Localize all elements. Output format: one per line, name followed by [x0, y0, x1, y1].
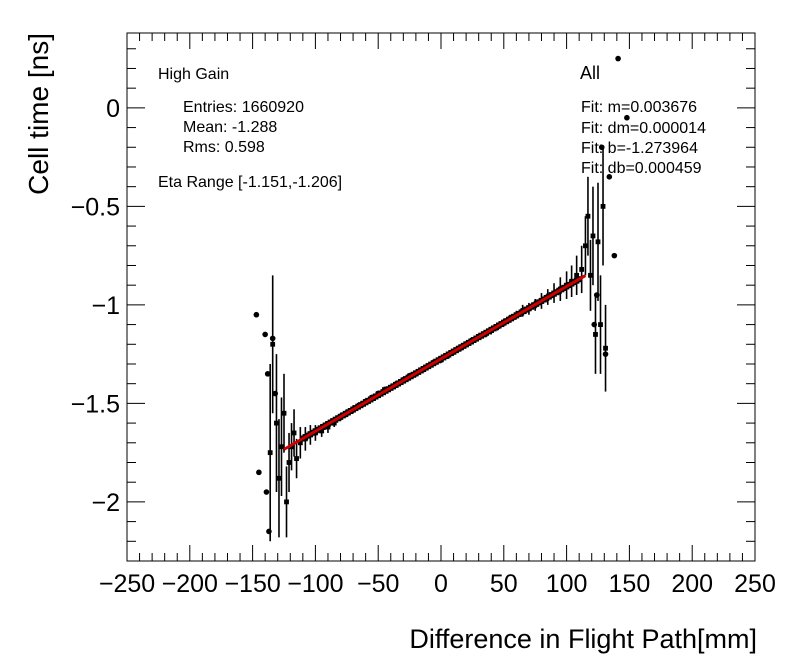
fit-b-label: Fit: b=-1.273964 [581, 140, 698, 157]
data-point [595, 239, 601, 245]
x-tick-label: 250 [734, 570, 776, 598]
data-point [297, 440, 303, 446]
data-point [598, 322, 603, 327]
minor-ticks [126, 33, 756, 562]
x-tick-label: −50 [357, 570, 399, 598]
data-point [281, 410, 287, 416]
outlier-point [262, 331, 268, 338]
data-point [279, 444, 284, 450]
data-point [579, 267, 585, 272]
outlier-point [611, 252, 618, 259]
data-points [253, 55, 630, 535]
y-tick-label: −1.5 [71, 390, 120, 418]
x-axis-title: Difference in Flight Path[mm] [409, 624, 757, 654]
fit-db-label: Fit: db=0.000459 [581, 160, 702, 177]
data-point [286, 460, 292, 465]
data-point [588, 272, 593, 278]
y-tick-label: −2 [91, 489, 120, 517]
mean-label: Mean: -1.288 [183, 119, 277, 136]
data-point [593, 332, 598, 337]
data-point [590, 233, 596, 239]
y-axis-title: Cell time [ns] [23, 33, 54, 195]
eta-range-label: Eta Range [-1.151,-1.206] [158, 174, 342, 191]
data-point [603, 345, 608, 351]
fit-dm-label: Fit: dm=0.000014 [581, 120, 706, 137]
y-tick-label: 0 [106, 95, 120, 123]
data-point [294, 456, 299, 461]
y-tick-label: −0.5 [71, 193, 120, 221]
y-tick-label: −1 [91, 292, 120, 320]
data-point [574, 272, 580, 278]
x-tick-label: −200 [162, 570, 218, 598]
category-label: All [580, 63, 600, 83]
data-point [585, 213, 591, 219]
outlier-point [263, 489, 270, 495]
outlier-point [269, 335, 276, 342]
data-point [291, 430, 297, 436]
entries-label: Entries: 1660920 [183, 99, 304, 116]
data-point [274, 420, 279, 426]
x-tick-label: −250 [99, 570, 155, 598]
x-tick-label: 0 [434, 570, 448, 598]
x-tick-label: −100 [287, 570, 343, 598]
outlier-point [598, 144, 605, 151]
error-bars [269, 147, 607, 542]
outlier-point [606, 174, 613, 180]
data-point [284, 499, 289, 505]
x-tick-label: 50 [490, 570, 518, 598]
data-point [267, 450, 273, 456]
outlier-point [253, 311, 260, 318]
outlier-point [602, 351, 609, 357]
fit-m-label: Fit: m=0.003676 [581, 99, 697, 116]
x-tick-label: −150 [224, 570, 280, 598]
data-point [270, 341, 276, 347]
x-tick-label: 200 [671, 570, 713, 598]
x-tick-label: 150 [609, 570, 651, 598]
gain-label: High Gain [158, 66, 229, 83]
x-tick-label: 100 [546, 570, 588, 598]
outlier-point [615, 55, 621, 62]
y-axis-ticks: 0 −0.5 −1 −1.5 −2 [71, 95, 120, 517]
x-axis-ticks: −250 −200 −150 −100 −50 0 50 100 150 200 250 [99, 570, 776, 598]
outlier-point [624, 114, 630, 121]
outlier-point [266, 528, 272, 535]
outlier-point [593, 292, 600, 298]
data-point [276, 475, 282, 481]
outlier-point [256, 469, 262, 476]
outlier-point [264, 371, 271, 377]
data-point [583, 243, 588, 249]
outlier-point [591, 321, 598, 328]
data-point [600, 203, 606, 209]
rms-label: Rms: 0.598 [183, 139, 265, 156]
outlier-point [272, 390, 279, 397]
fit-line [283, 274, 587, 451]
